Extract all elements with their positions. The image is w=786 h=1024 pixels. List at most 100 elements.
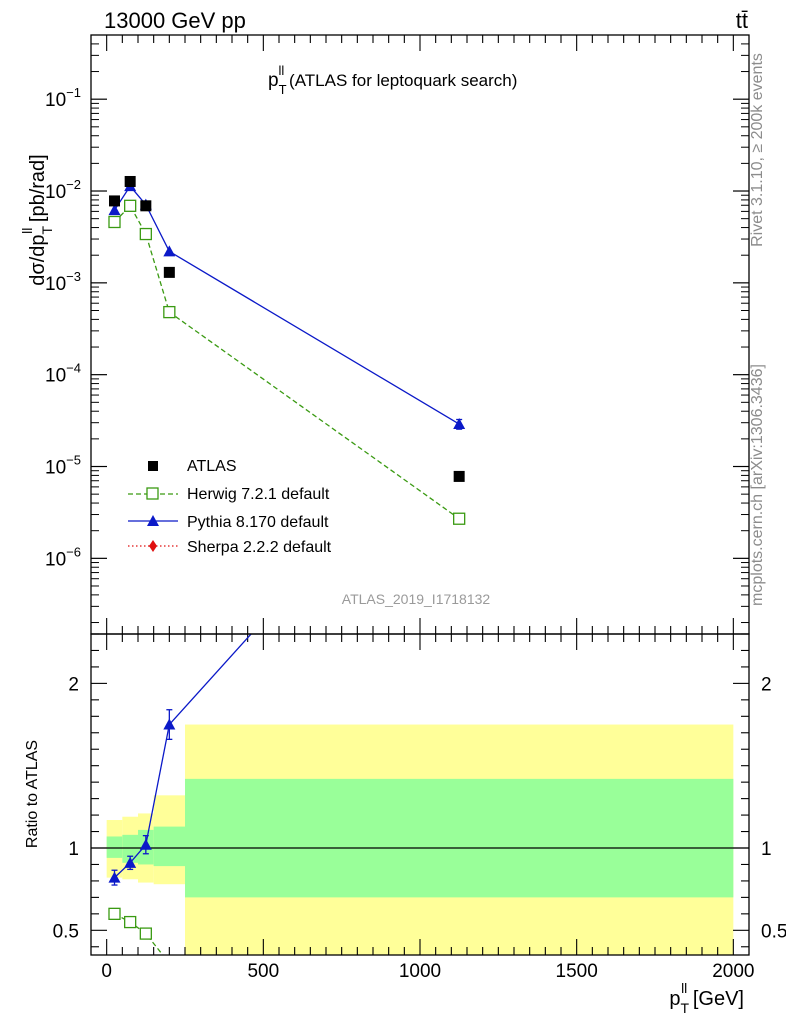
legend-herwig-marker xyxy=(146,487,159,500)
ratio-herwig-point xyxy=(139,927,152,940)
ratio-xlabel: pTll [GeV] xyxy=(669,980,744,1016)
legend-atlas-label: ATLAS xyxy=(187,458,237,475)
main-ytick-label-base: 10 xyxy=(45,274,66,295)
ratio-band-inner xyxy=(106,836,123,858)
ratio-panel: 0.5 0.5 1 1 2 2 0 500 1000 1500 2000 Ratio to ATL… xyxy=(24,398,786,1016)
main-ytick-label-exp: −4 xyxy=(66,361,81,376)
ylabel-sub: T xyxy=(39,225,55,234)
main-herwig-point xyxy=(139,227,152,241)
main-ytick-label: 10−2 xyxy=(45,177,81,203)
ratio-ytick-label-right: 2 xyxy=(761,674,772,695)
main-ytick-label-exp: −1 xyxy=(66,85,81,100)
header-left: 13000 GeV pp xyxy=(104,8,246,33)
ratio-bands xyxy=(106,724,734,955)
main-ytick-label: 10−5 xyxy=(45,453,81,479)
main-ytick-label-exp: −3 xyxy=(66,269,81,284)
main-atlas-point xyxy=(124,175,136,187)
main-panel: ATLAS_2019_I1718132 10−610−510−410−310−2… xyxy=(19,34,750,635)
ylabel-a: dσ/dp xyxy=(27,234,49,285)
main-herwig-point xyxy=(124,199,137,212)
legend-entry-pythia: Pythia 8.170 default xyxy=(128,514,329,531)
main-xticks xyxy=(106,35,734,634)
ratio-xtick-label: 1500 xyxy=(556,961,598,982)
ratio-herwig-point xyxy=(124,915,137,929)
xlabel-rest: [GeV] xyxy=(687,988,744,1010)
legend: ATLAS Herwig 7.2.1 default Pythia 8.170 … xyxy=(128,458,332,556)
ratio-pythia-point xyxy=(139,838,152,850)
ratio-herwig-line xyxy=(114,913,164,955)
ratio-band-inner xyxy=(185,778,734,898)
legend-herwig-label: Herwig 7.2.1 default xyxy=(187,486,330,503)
main-atlas-point xyxy=(109,195,120,207)
ratio-pythia-point xyxy=(108,871,121,883)
ratio-pythia-point xyxy=(124,856,137,868)
main-ytick-label: 10−4 xyxy=(45,361,81,387)
title-rest: (ATLAS for leptoquark search) xyxy=(284,71,517,90)
ratio-ytick-label: 1 xyxy=(68,839,79,860)
main-title: pTll (ATLAS for leptoquark search) xyxy=(268,63,517,97)
header-right: tt̄ xyxy=(736,8,748,33)
ratio-ylabel: Ratio to ATLAS xyxy=(24,740,41,848)
main-atlas-point xyxy=(163,266,175,278)
title-p: p xyxy=(268,70,279,91)
ratio-xticks: 0 500 1000 1500 2000 xyxy=(101,634,754,982)
main-herwig-point xyxy=(163,305,176,319)
ratio-ytick-label: 0.5 xyxy=(53,921,79,942)
legend-sherpa-label: Sherpa 2.2.2 default xyxy=(187,539,332,556)
main-ytick-label: 10−1 xyxy=(45,85,81,111)
main-herwig-point xyxy=(108,215,121,229)
ratio-ytick-label-right: 1 xyxy=(761,839,772,860)
main-ytick-label-exp: −6 xyxy=(66,544,81,559)
main-ytick-label-base: 10 xyxy=(45,549,66,570)
main-herwig-point xyxy=(453,512,466,525)
main-ytick-label-base: 10 xyxy=(45,90,66,111)
legend-pythia-label: Pythia 8.170 default xyxy=(187,514,329,531)
title-sup: ll xyxy=(279,63,285,78)
ylabel-sup: ll xyxy=(19,228,35,234)
ratio-ytick-label: 2 xyxy=(68,674,79,695)
main-pythia-point xyxy=(163,245,176,257)
main-ylabel: dσ/dpTll [pb/rad] xyxy=(19,154,55,285)
main-ytick-label-exp: −2 xyxy=(66,177,81,192)
main-ytick-label-base: 10 xyxy=(45,366,66,387)
title-sub: T xyxy=(279,82,287,97)
main-ytick-label: 10−6 xyxy=(45,544,81,570)
legend-entry-atlas: ATLAS xyxy=(148,458,237,475)
ratio-xtick-label: 500 xyxy=(247,961,279,982)
main-ytick-label-exp: −5 xyxy=(66,453,81,468)
main-atlas-point xyxy=(140,200,152,212)
ratio-yticks: 0.5 0.5 1 1 2 2 xyxy=(53,633,786,948)
rivet-label: Rivet 3.1.10, ≥ 200k events xyxy=(749,53,766,247)
main-pythia-point xyxy=(453,418,466,430)
ratio-pythia-point xyxy=(163,718,176,730)
ratio-band-inner xyxy=(122,834,138,863)
legend-pythia-marker xyxy=(147,515,159,526)
ratio-xtick-label: 1000 xyxy=(399,961,441,982)
ratio-plot-area xyxy=(91,398,749,969)
legend-entry-herwig: Herwig 7.2.1 default xyxy=(128,486,330,503)
ratio-herwig-point xyxy=(164,958,175,969)
legend-entry-sherpa: Sherpa 2.2.2 default xyxy=(128,539,332,556)
main-watermark: ATLAS_2019_I1718132 xyxy=(342,591,491,607)
ratio-frame xyxy=(90,633,750,956)
main-ytick-label-base: 10 xyxy=(45,458,66,479)
ratio-pythia-point xyxy=(453,398,465,409)
ratio-ytick-label-right: 0.5 xyxy=(761,921,786,942)
main-ytick-label-base: 10 xyxy=(45,182,66,203)
ylabel-b: [pb/rad] xyxy=(27,154,49,227)
xlabel-sub: T xyxy=(681,1000,690,1016)
main-ytick-label: 10−3 xyxy=(45,269,81,295)
xlabel-p: p xyxy=(669,988,680,1010)
xlabel-sup: ll xyxy=(681,980,687,996)
legend-sherpa-marker xyxy=(149,540,157,552)
main-pythia-point xyxy=(108,204,121,216)
main-pythia-line xyxy=(113,185,460,425)
mcplots-label: mcplots.cern.ch [arXiv:1306.3436] xyxy=(749,364,766,606)
main-atlas-point xyxy=(453,470,465,482)
ratio-band-inner xyxy=(153,826,185,867)
legend-atlas-marker xyxy=(148,461,158,471)
ratio-herwig-point xyxy=(108,907,121,920)
main-plot-area xyxy=(108,175,466,525)
ratio-xtick-label: 0 xyxy=(101,961,112,982)
